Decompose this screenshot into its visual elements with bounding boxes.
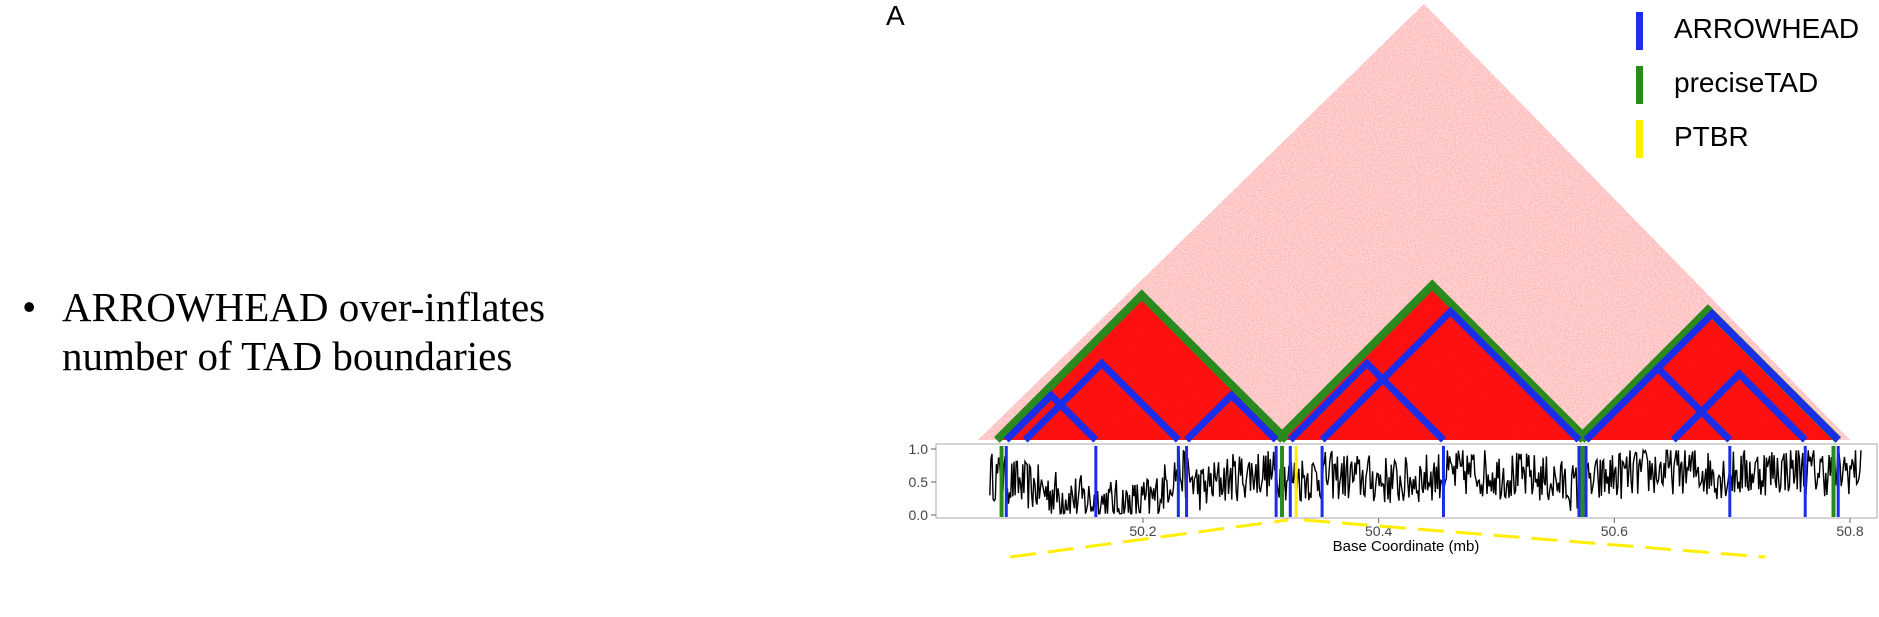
precisetad-domain [1274, 279, 1591, 443]
legend-label-ptbr: PTBR [1674, 121, 1749, 152]
score-line [989, 447, 1862, 515]
zoom-guide-left [1009, 518, 1289, 559]
y-tick-label: 0.0 [909, 507, 929, 523]
legend-swatch-ptbr [1636, 120, 1643, 158]
panel-label: A [886, 0, 905, 31]
bullet-glyph: • [22, 284, 37, 330]
bullet-line-1: ARROWHEAD over-inflates [62, 284, 546, 330]
arrowhead-domain [1287, 358, 1446, 443]
arrowhead-domain [1003, 390, 1099, 443]
arrowhead-domain [1583, 308, 1841, 443]
bullet-line-2: number of TAD boundaries [62, 333, 513, 379]
legend-swatch-arrowhead [1636, 12, 1643, 50]
x-tick-label: 50.8 [1836, 523, 1863, 539]
arrowhead-domain [1184, 390, 1279, 443]
arrowhead-domain [1670, 369, 1808, 443]
tad-domain-outlines [994, 279, 1842, 443]
legend-label-precisetad: preciseTAD [1674, 67, 1819, 98]
x-tick-label: 50.2 [1129, 523, 1156, 539]
legend-label-arrowhead: ARROWHEAD [1674, 13, 1860, 44]
x-tick-label: 50.6 [1601, 523, 1628, 539]
arrowhead-domain [1319, 306, 1582, 443]
legend-swatch-precisetad [1636, 66, 1643, 104]
heatmap-domain-fill [1001, 299, 1283, 440]
zoom-guide-right [1304, 518, 1766, 559]
precisetad-domain [994, 289, 1290, 443]
y-tick-label: 1.0 [909, 441, 929, 457]
arrowhead-domain [1022, 358, 1181, 443]
x-axis-title: Base Coordinate (mb) [1333, 538, 1480, 555]
y-tick-label: 0.5 [909, 474, 929, 490]
